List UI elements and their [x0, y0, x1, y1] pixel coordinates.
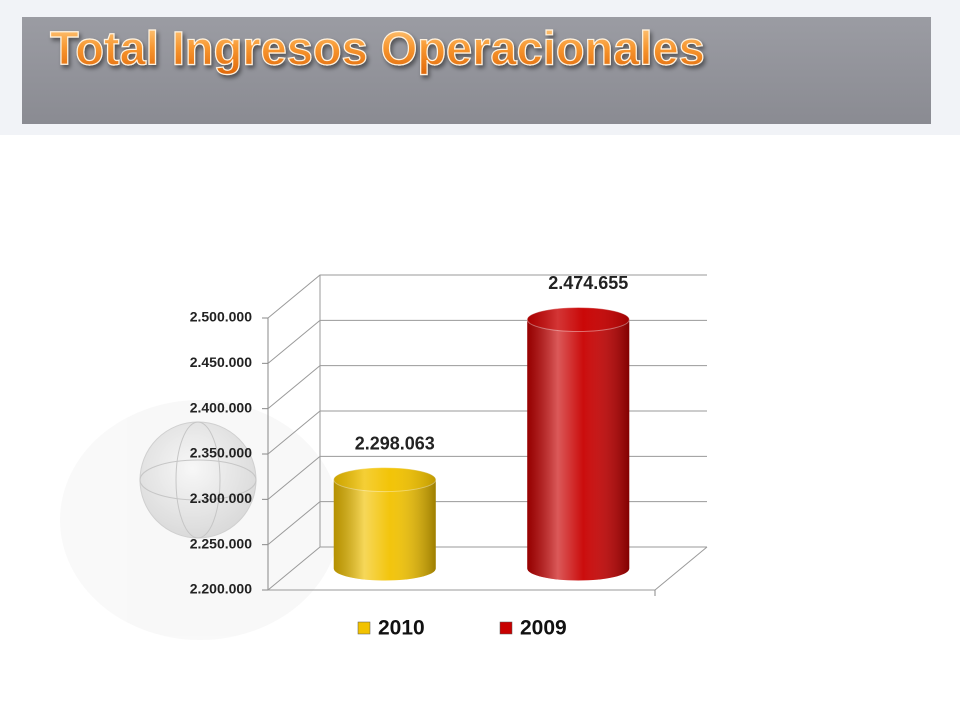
grid-line [267, 274, 707, 319]
value-label: 2.298.063 [355, 433, 435, 453]
legend-label: 2009 [520, 617, 567, 640]
legend-swatch [499, 621, 513, 635]
legend-label: 2010 [378, 617, 425, 640]
bar-shade [527, 319, 630, 581]
y-tick-label: 2.350.000 [190, 445, 252, 461]
bar-shade [333, 479, 436, 581]
slide-title: Total Ingresos Operacionales [50, 21, 705, 74]
bar-top-shine [333, 467, 436, 492]
y-tick-label: 2.200.000 [190, 581, 252, 597]
y-tick-label: 2.500.000 [190, 309, 252, 325]
background-art [60, 400, 340, 640]
header-box [22, 17, 931, 124]
grid-line [267, 410, 707, 455]
y-tick-label: 2.300.000 [190, 490, 252, 506]
chart: 2.200.000 2.250.000 2.300.000 2.350.000 2.40… [190, 273, 708, 640]
value-label: 2.474.655 [548, 273, 628, 293]
y-tick-label: 2.450.000 [190, 354, 252, 370]
grid-line [267, 319, 707, 364]
y-tick-label: 2.400.000 [190, 399, 252, 415]
bar-top-shine [527, 307, 630, 332]
grid-line [267, 365, 707, 410]
y-tick-label: 2.250.000 [190, 535, 252, 551]
legend-swatch [357, 621, 371, 635]
